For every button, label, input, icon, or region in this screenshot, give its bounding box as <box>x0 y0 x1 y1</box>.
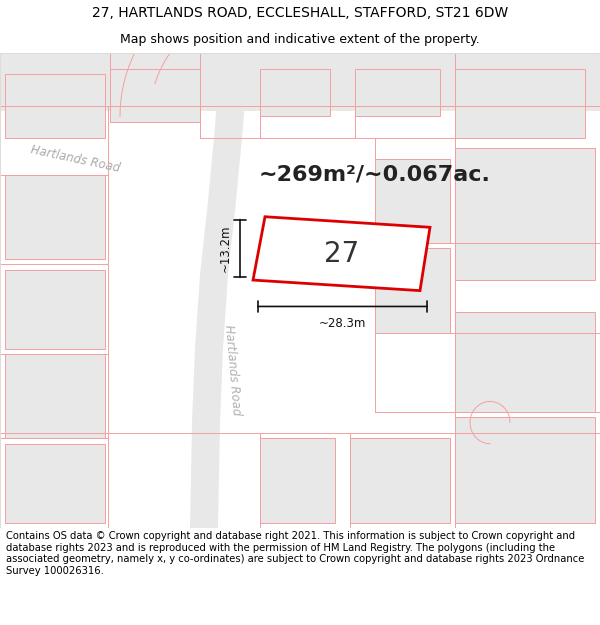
Bar <box>350 438 450 523</box>
Bar <box>0 53 600 111</box>
Bar <box>5 354 105 438</box>
Bar <box>355 69 440 116</box>
Bar <box>375 248 450 333</box>
Polygon shape <box>253 217 430 291</box>
Text: ~269m²/~0.067ac.: ~269m²/~0.067ac. <box>259 164 491 184</box>
Bar <box>455 69 585 138</box>
Bar <box>455 148 595 280</box>
Polygon shape <box>190 53 248 528</box>
Bar <box>5 444 105 523</box>
Text: Hartlands Road: Hartlands Road <box>29 143 121 174</box>
Text: Contains OS data © Crown copyright and database right 2021. This information is : Contains OS data © Crown copyright and d… <box>6 531 584 576</box>
Bar <box>5 74 105 138</box>
Text: 27, HARTLANDS ROAD, ECCLESHALL, STAFFORD, ST21 6DW: 27, HARTLANDS ROAD, ECCLESHALL, STAFFORD… <box>92 6 508 20</box>
Bar <box>260 69 330 116</box>
Bar <box>5 174 105 259</box>
Bar <box>110 69 200 122</box>
Bar <box>375 159 450 243</box>
Text: ~28.3m: ~28.3m <box>319 317 366 330</box>
Bar <box>5 269 105 349</box>
Text: ~13.2m: ~13.2m <box>219 224 232 272</box>
Text: Hartlands Road: Hartlands Road <box>221 324 242 416</box>
Text: 27: 27 <box>325 239 359 268</box>
Bar <box>455 418 595 523</box>
Text: Map shows position and indicative extent of the property.: Map shows position and indicative extent… <box>120 33 480 46</box>
Bar <box>455 312 595 412</box>
Bar <box>260 438 335 523</box>
